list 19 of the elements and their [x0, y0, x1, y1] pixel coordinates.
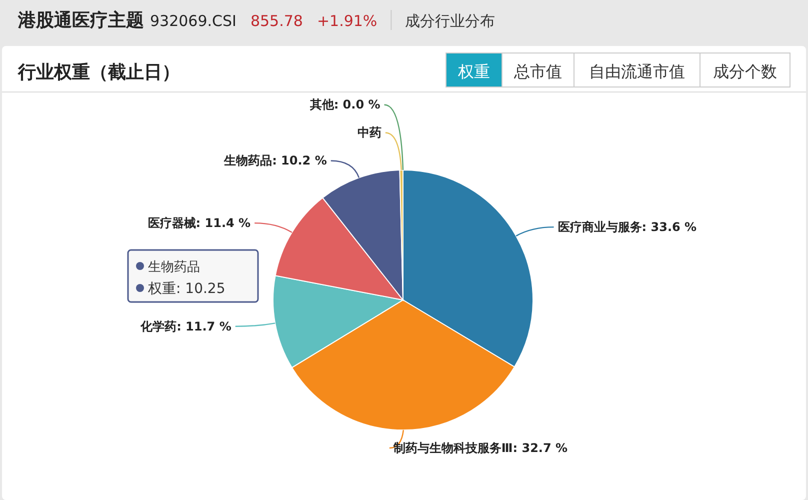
text: 成分行业分布 [405, 12, 496, 30]
text: 权重: 10.25 [147, 281, 226, 297]
text: 855.78 [250, 12, 303, 30]
text: 932069.CSI [150, 12, 236, 30]
slice-label: 医疗器械: 11.4 % [148, 216, 251, 230]
text: 总市值 [513, 62, 562, 81]
text: 成分个数 [713, 62, 777, 81]
slice-label: 中药 [357, 126, 382, 140]
text: +1.91% [316, 12, 378, 30]
slice-label: 医疗商业与服务: 33.6 % [558, 220, 697, 234]
slice-label: 化学药: 11.7 % [140, 319, 232, 334]
chart-subtitle: 行业权重（截止日） [17, 62, 180, 83]
text: 权重 [457, 62, 490, 81]
category-label: 其他: 0.0 % [310, 98, 380, 112]
slice-label: 制药与生物科技服务Ⅲ: 32.7 % [392, 441, 568, 455]
legend-label: 生物药品 [148, 260, 200, 275]
chart-title: 港股通医疗主题 [17, 10, 144, 31]
category-label: 生物药品: 10.2 % [224, 154, 327, 168]
text: 自由流通市值 [589, 62, 685, 81]
